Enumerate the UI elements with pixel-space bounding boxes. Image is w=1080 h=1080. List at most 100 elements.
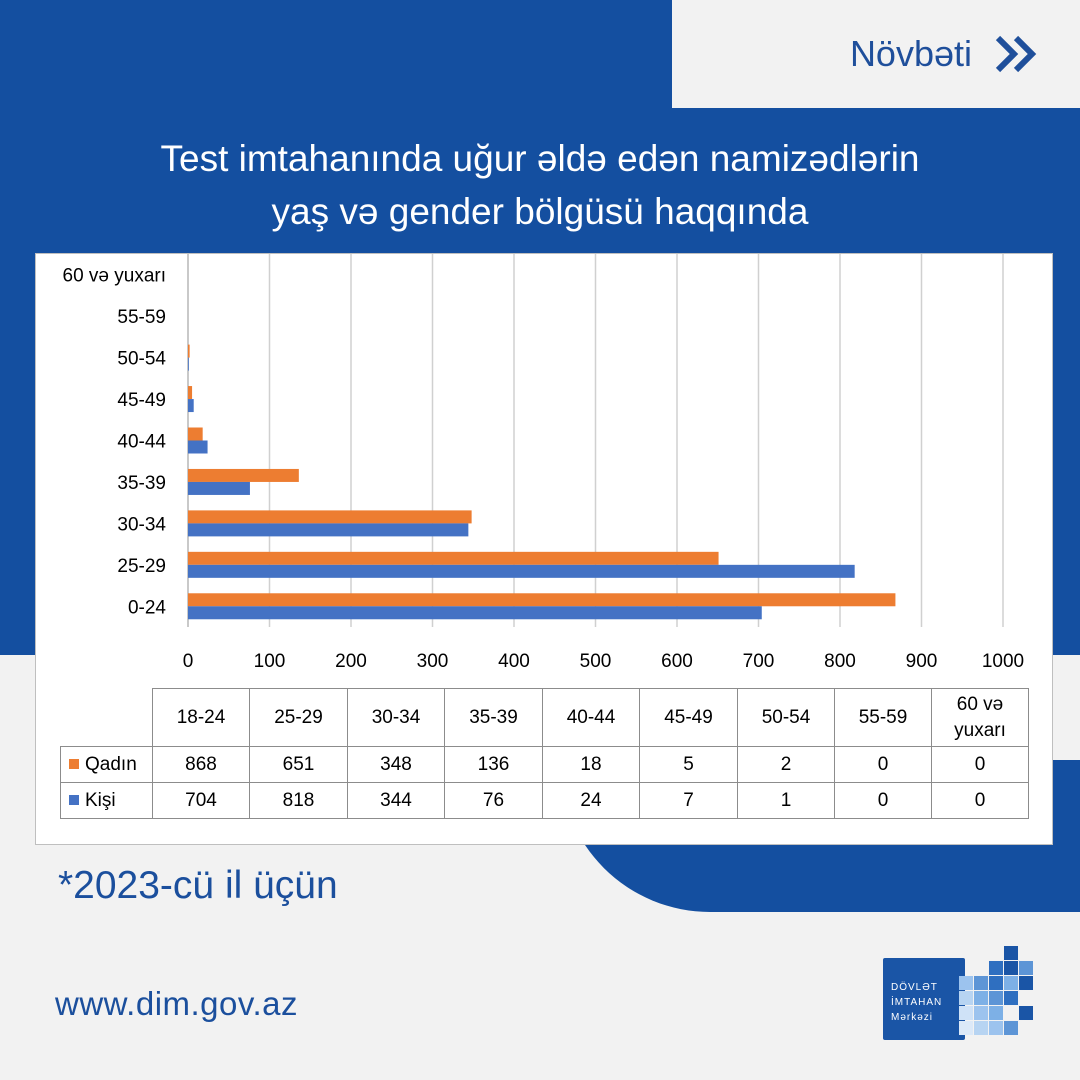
y-tick-label: 60 və yuxarı	[63, 266, 167, 287]
logo-tile	[989, 1021, 1003, 1035]
table-cell: 651	[249, 746, 348, 783]
table-cell: 818	[249, 782, 348, 819]
page-title: Test imtahanında uğur əldə edən namizədl…	[40, 132, 1040, 238]
logo-tile	[959, 1021, 973, 1035]
table-header: 60 və yuxarı	[931, 688, 1029, 747]
logo-tile	[1019, 1006, 1033, 1020]
logo-tile	[974, 1021, 988, 1035]
table-cell: 0	[834, 782, 932, 819]
x-tick-label: 700	[743, 651, 775, 672]
double-chevron-right-icon	[995, 35, 1037, 73]
table-cell: 704	[152, 782, 250, 819]
table-cell: 0	[931, 746, 1029, 783]
y-tick-label: 55-59	[117, 307, 166, 328]
next-button[interactable]: Növbəti	[672, 0, 1080, 108]
logo-tile	[1004, 976, 1018, 990]
x-tick-label: 1000	[982, 651, 1024, 672]
bar-kii-25-29	[188, 564, 855, 578]
logo-tile	[1004, 991, 1018, 1005]
logo-mosaic-icon	[959, 946, 1033, 1035]
table-header: 50-54	[737, 688, 835, 747]
table-cell: 348	[347, 746, 445, 783]
logo-line-2: İMTAHAN	[891, 997, 943, 1008]
legend-swatch-qadin	[69, 759, 79, 770]
y-tick-label: 0-24	[128, 597, 166, 618]
table-cell: 18	[542, 746, 640, 783]
x-tick-label: 0	[183, 651, 194, 672]
table-header: 18-24	[152, 688, 250, 747]
legend-label-kisi: Kişi	[85, 789, 116, 811]
bar-chart: 0 100 200 300 400 500 600 700 800 900 1000 0-24 25-2…	[63, 254, 1024, 672]
bar-kii-35-39	[188, 481, 250, 495]
data-table: 18-24 25-29 30-34 35-39 40-44 45-49 50-5…	[60, 688, 1029, 819]
y-tick-label: 50-54	[117, 349, 166, 370]
logo-tile	[974, 991, 988, 1005]
logo-tile	[1019, 961, 1033, 975]
next-label: Növbəti	[849, 33, 972, 74]
logo-tile	[974, 1006, 988, 1020]
table-header: 25-29	[249, 688, 348, 747]
table-cell: 2	[737, 746, 835, 783]
legend-label-qadin: Qadın	[85, 753, 137, 775]
x-tick-label: 100	[254, 651, 286, 672]
bar-kii-50-54	[188, 357, 189, 371]
bar-qadn-30-34	[188, 510, 472, 524]
table-cell: 76	[444, 782, 543, 819]
bar-qadn-50-54	[188, 344, 190, 358]
table-cell: 5	[639, 746, 738, 783]
logo-tile	[959, 1006, 973, 1020]
x-tick-label: 500	[580, 651, 612, 672]
x-tick-label: 300	[417, 651, 449, 672]
logo-tile	[1004, 961, 1018, 975]
table-header: 40-44	[542, 688, 640, 747]
table-row-kisi: Kişi 704 818 344 76 24 7 1 0 0	[60, 782, 1029, 819]
bar-kii-45-49	[188, 399, 194, 413]
y-tick-label: 25-29	[117, 556, 166, 577]
logo-tile	[989, 976, 1003, 990]
bar-qadn-40-44	[188, 427, 203, 441]
y-tick-label: 30-34	[117, 514, 166, 535]
y-tick-label: 45-49	[117, 390, 166, 411]
logo-book-shape	[883, 958, 965, 1040]
table-header: 30-34	[347, 688, 445, 747]
logo-tile	[959, 991, 973, 1005]
table-corner	[60, 688, 153, 747]
x-tick-label: 800	[824, 651, 856, 672]
website-link[interactable]: www.dim.gov.az	[55, 985, 298, 1022]
logo-tile	[989, 991, 1003, 1005]
logo-tile	[1004, 1021, 1018, 1035]
logo-tile	[1004, 946, 1018, 960]
x-tick-label: 900	[906, 651, 938, 672]
bar-qadn-35-39	[188, 468, 299, 482]
table-header: 45-49	[639, 688, 738, 747]
row-label-qadin: Qadın	[60, 746, 153, 783]
logo-tile	[989, 961, 1003, 975]
logo-tile	[974, 976, 988, 990]
table-cell: 868	[152, 746, 250, 783]
table-cell: 0	[931, 782, 1029, 819]
logo-tile	[1019, 976, 1033, 990]
logo-line-1: DÖVLƏT	[891, 982, 938, 993]
table-row-qadin: Qadın 868 651 348 136 18 5 2 0 0	[60, 746, 1029, 783]
y-tick-label: 40-44	[117, 432, 166, 453]
dim-logo: DÖVLƏT İMTAHAN Mərkəzi	[883, 945, 1043, 1050]
bar-kii-40-44	[188, 440, 208, 454]
title-line-1: Test imtahanında uğur əldə edən namizədl…	[160, 138, 920, 179]
logo-text: DÖVLƏT İMTAHAN Mərkəzi	[891, 980, 942, 1025]
legend-swatch-kisi	[69, 795, 79, 806]
logo-line-3: Mərkəzi	[891, 1012, 934, 1023]
row-label-kisi: Kişi	[60, 782, 153, 819]
table-cell: 0	[834, 746, 932, 783]
table-cell: 344	[347, 782, 445, 819]
logo-tile	[959, 976, 973, 990]
y-tick-label: 35-39	[117, 473, 166, 494]
bar-kii-0-24	[188, 606, 762, 620]
table-cell: 7	[639, 782, 738, 819]
footnote: *2023-cü il üçün	[58, 864, 338, 907]
bar-qadn-0-24	[188, 593, 896, 607]
x-tick-label: 600	[661, 651, 693, 672]
table-cell: 136	[444, 746, 543, 783]
table-cell: 24	[542, 782, 640, 819]
bar-qadn-25-29	[188, 551, 719, 565]
table-header: 55-59	[834, 688, 932, 747]
